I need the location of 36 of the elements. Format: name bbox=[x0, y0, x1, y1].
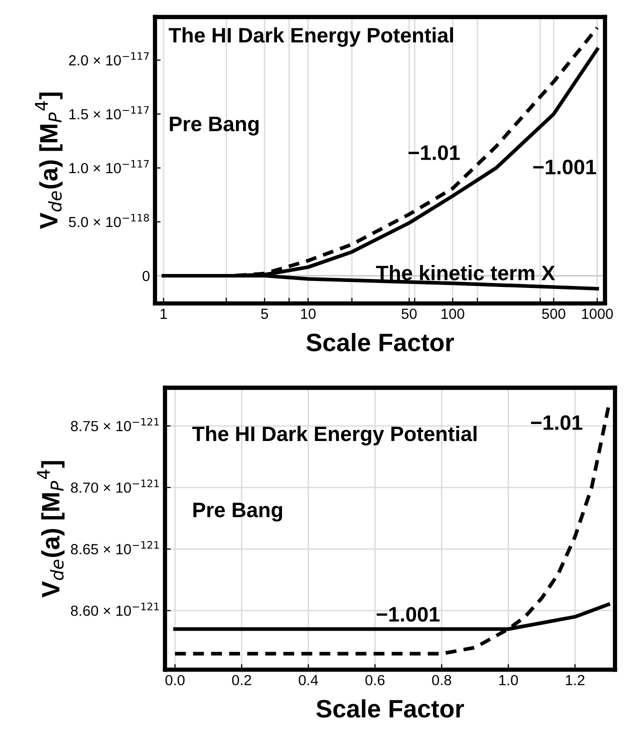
y-tick-label: 2.0 × 10$^{−117}$ bbox=[69, 52, 149, 66]
x-tick-label: 1000 bbox=[582, 308, 613, 319]
y-tick-label: 1.5 × 10$^{−117}$ bbox=[69, 106, 149, 120]
y-tick-label: 8.75 × 10$^{−121}$ bbox=[70, 418, 159, 432]
x-tick-label: 0.8 bbox=[432, 674, 452, 686]
annotation: The HI Dark Energy Potential bbox=[168, 27, 453, 47]
y-tick-label: 8.60 × 10$^{−121}$ bbox=[70, 602, 159, 616]
annotation: The kinetic term X bbox=[376, 265, 556, 280]
x-tick-label: 5 bbox=[261, 308, 268, 319]
x-tick-label: 0.4 bbox=[298, 674, 318, 686]
annotation: −1.001 bbox=[533, 160, 596, 174]
x-tick-label: 1 bbox=[160, 308, 167, 319]
annotation: The HI Dark Energy Potential bbox=[192, 426, 476, 446]
annotation: −1.01 bbox=[408, 145, 460, 160]
x-tick-label: 10 bbox=[301, 308, 316, 319]
annotation: −1.001 bbox=[376, 606, 440, 622]
y-axis-title: V$_{de}$(a) [M$_{P}$$^{4}$] bbox=[35, 92, 63, 230]
x-tick-label: 1.2 bbox=[566, 674, 584, 686]
y-tick-label: 5.0 × 10$^{−118}$ bbox=[68, 214, 149, 228]
annotation: Pre Bang bbox=[193, 502, 282, 522]
y-tick-label: 0 bbox=[142, 270, 150, 282]
y-tick-label: 8.65 × 10$^{−121}$ bbox=[70, 541, 159, 554]
x-tick-label: 500 bbox=[542, 308, 566, 319]
x-tick-label: 0.0 bbox=[165, 674, 185, 686]
x-tick-label: 0.2 bbox=[232, 674, 252, 686]
x-tick-label: 100 bbox=[442, 308, 464, 319]
annotation: −1.01 bbox=[531, 415, 582, 430]
x-axis-title: Scale Factor bbox=[306, 332, 454, 352]
x-tick-label: 0.6 bbox=[365, 674, 384, 686]
annotation: Pre Bang bbox=[170, 116, 259, 136]
x-tick-label: 50 bbox=[402, 308, 417, 319]
x-axis-title: Scale Factor bbox=[316, 699, 464, 718]
x-tick-label: 1.0 bbox=[499, 674, 518, 686]
y-tick-label: 1.0 × 10$^{−117}$ bbox=[69, 160, 149, 174]
y-axis-title: V$_{de}$(a) [M$_{P}$$^{4}$] bbox=[37, 461, 65, 598]
y-tick-label: 8.70 × 10$^{−121}$ bbox=[70, 480, 159, 493]
